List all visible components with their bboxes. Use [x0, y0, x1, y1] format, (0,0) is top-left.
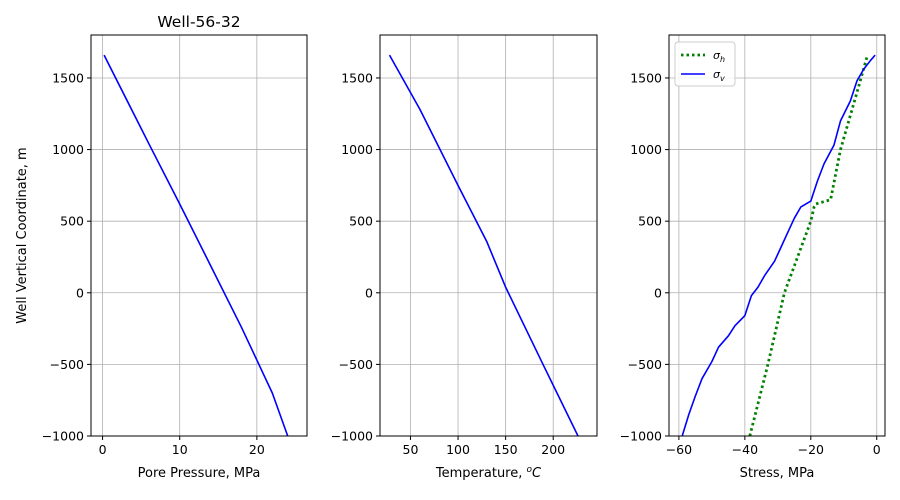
y-tick-label: 1500: [341, 70, 373, 85]
x-tick-label: 20: [249, 442, 265, 457]
x-tick-label: −40: [732, 442, 758, 457]
series-line-1: [388, 54, 579, 436]
axes-frame: [668, 34, 886, 437]
x-tick-label: −60: [666, 442, 692, 457]
x-tick-label: 200: [541, 442, 565, 457]
legend-label: σh: [713, 49, 725, 64]
y-tick-label: −500: [628, 357, 662, 372]
chart-title: Well-56-32: [157, 13, 240, 31]
y-tick-label: −1000: [620, 429, 662, 444]
y-tick-label: 500: [638, 214, 662, 229]
legend-label: σv: [713, 68, 725, 83]
x-tick-label: 100: [446, 442, 470, 457]
y-tick-label: 500: [60, 214, 84, 229]
series-line-σv: [681, 54, 876, 436]
y-axis-label: Well Vertical Coordinate, m: [15, 147, 30, 323]
series-line-1: [103, 54, 289, 436]
y-tick-label: 1500: [52, 70, 84, 85]
y-tick-label: 1000: [630, 142, 662, 157]
x-axis-label: Stress, MPa: [740, 466, 815, 481]
y-tick-label: 1000: [52, 142, 84, 157]
x-tick-label: 0: [99, 442, 107, 457]
x-tick-label: 150: [494, 442, 518, 457]
y-tick-label: 0: [654, 285, 662, 300]
legend-box: [674, 41, 736, 87]
x-tick-label: 10: [172, 442, 188, 457]
y-tick-label: 1000: [341, 142, 373, 157]
subplot-1: 0 10 20 −1000 −500 0 500 1000 1500 Pore Pressure,…: [15, 13, 308, 481]
x-tick-label: −20: [798, 442, 824, 457]
y-tick-label: 1500: [630, 70, 662, 85]
y-tick-label: −500: [339, 357, 373, 372]
axes-frame: [90, 34, 308, 437]
y-tick-label: −1000: [331, 429, 373, 444]
x-axis-label: Temperature, oC: [435, 465, 542, 481]
y-tick-label: 500: [349, 214, 373, 229]
axes-frame: [379, 34, 598, 437]
series-line-σh: [748, 54, 869, 436]
y-tick-label: −500: [50, 357, 84, 372]
y-tick-label: 0: [365, 285, 373, 300]
x-axis-label: Pore Pressure, MPa: [138, 466, 261, 481]
subplot-3: −60 −40 −20 0 −1000 −500 0 500 1000 1500 Stress, M…: [620, 34, 886, 481]
x-tick-label: 50: [403, 442, 419, 457]
y-tick-label: 0: [76, 285, 84, 300]
y-tick-label: −1000: [42, 429, 84, 444]
x-tick-label: 0: [873, 442, 881, 457]
subplot-2: 50 100 150 200 −1000 −500 0 500 1000 1500 Temperat…: [331, 34, 598, 481]
